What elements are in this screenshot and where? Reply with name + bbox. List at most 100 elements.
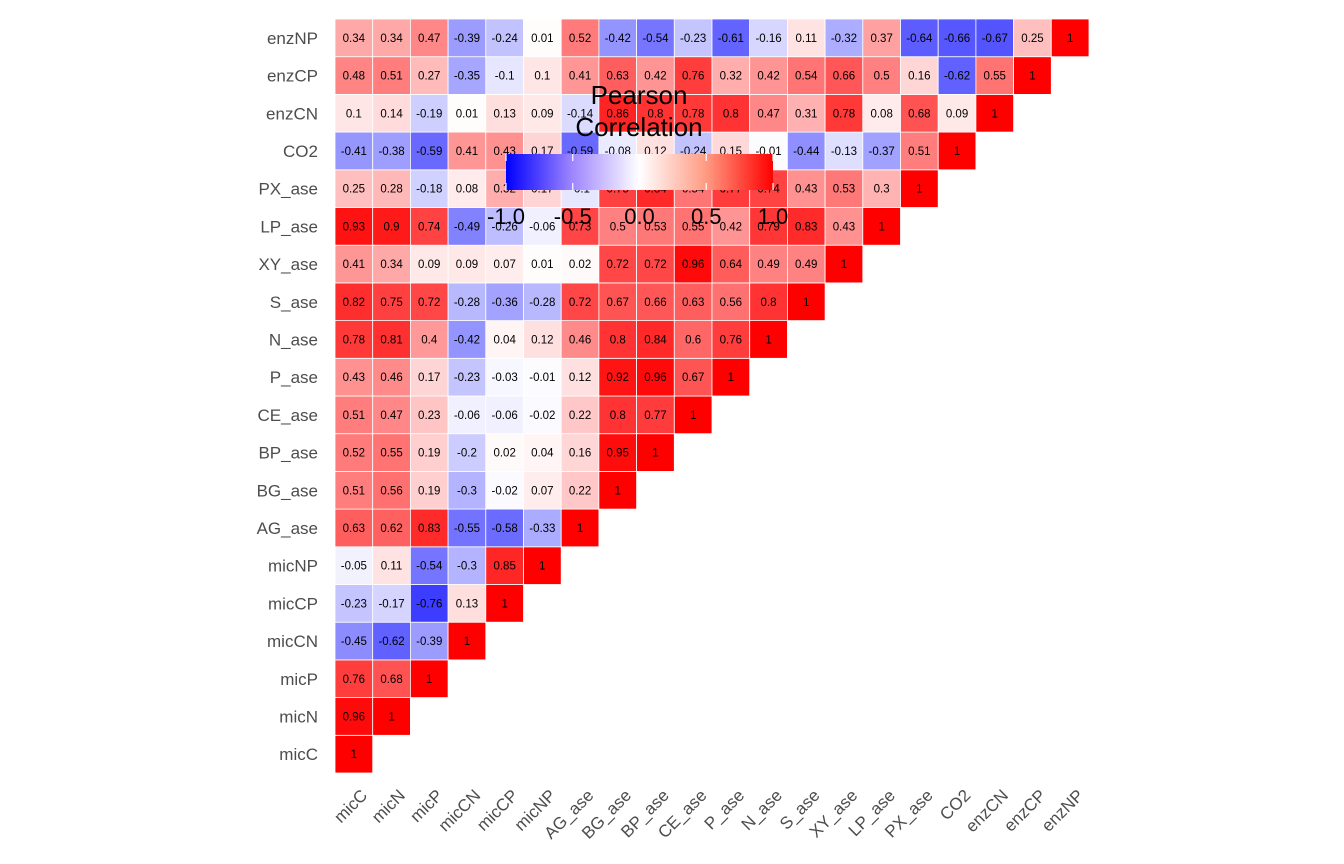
y-tick-label: CE_ase: [258, 406, 318, 425]
cell-value-label: -0.23: [680, 33, 706, 45]
heatmap-cell-N_ase-BP_ase: [636, 320, 675, 359]
heatmap-cell-XY_ase-S_ase: [787, 244, 826, 284]
heatmap-cell-BG_ase-BG_ase: [598, 470, 638, 510]
heatmap-cell-enzNP-micP: [409, 18, 449, 58]
heatmap-cell-enzCP-micNP: [523, 56, 562, 95]
cell-value-label: 0.47: [757, 108, 779, 120]
cell-value-label: 0.34: [343, 33, 366, 45]
cell-value-label: -0.16: [755, 33, 781, 45]
heatmap-cell-CO2-PX_ase: [900, 131, 939, 171]
cell-value-label: -0.02: [529, 410, 555, 422]
cell-value-label: 0.41: [456, 146, 478, 158]
heatmap-cell-BG_ase-AG_ase: [560, 470, 600, 510]
heatmap-cell-enzNP-PX_ase: [900, 18, 939, 58]
heatmap-cell-S_ase-AG_ase: [560, 282, 600, 321]
heatmap-cell-LP_ase-micCP: [485, 207, 524, 246]
cell-value-label: -0.06: [529, 221, 555, 233]
heatmap-cell-AG_ase-micCN: [447, 508, 487, 548]
heatmap-cell-CE_ase-micP: [409, 395, 449, 435]
cell-value-label: -0.38: [378, 146, 404, 158]
cell-value-label: -0.62: [378, 636, 404, 648]
cell-value-label: 1: [351, 749, 357, 761]
cell-value-label: 0.08: [870, 108, 892, 120]
cell-value-label: -0.2: [457, 448, 477, 460]
cell-value-label: 0.28: [380, 184, 402, 196]
cell-value-label: 0.11: [795, 33, 817, 45]
cell-value-label: 0.67: [682, 372, 704, 384]
heatmap-cell-CE_ase-micCP: [485, 395, 524, 435]
cell-value-label: 0.62: [380, 523, 402, 535]
cell-value-label: 0.19: [418, 485, 440, 497]
cell-value-label: -0.18: [416, 184, 442, 196]
cell-value-label: 0.67: [607, 297, 629, 309]
cell-value-label: 0.79: [757, 221, 779, 233]
cell-value-label: 0.76: [720, 334, 742, 346]
cell-value-label: 0.41: [343, 259, 365, 271]
heatmap-cell-enzCP-enzCP: [1013, 56, 1052, 95]
heatmap-cell-enzCN-BG_ase: [598, 94, 638, 133]
heatmap-cell-CO2-XY_ase: [824, 131, 864, 171]
cell-value-label: 0.4: [421, 334, 438, 346]
heatmap-cell-enzCN-XY_ase: [824, 94, 864, 133]
heatmap-cell-P_ase-micCN: [447, 357, 487, 397]
heatmap-cell-BG_ase-micNP: [523, 470, 562, 510]
cell-value-label: 0.78: [343, 334, 365, 346]
heatmap-cell-S_ase-BP_ase: [636, 282, 675, 321]
legend-tick-label: 0.5: [691, 204, 722, 229]
cell-value-label: 0.68: [908, 108, 930, 120]
heatmap-cell-S_ase-S_ase: [787, 282, 826, 321]
cell-value-label: -0.37: [869, 146, 895, 158]
heatmap-cell-XY_ase-micP: [409, 244, 449, 284]
cell-value-label: -0.67: [982, 33, 1008, 45]
cell-value-label: 0.64: [720, 259, 743, 271]
cell-value-label: 0.72: [569, 297, 591, 309]
cell-value-label: -0.42: [454, 334, 480, 346]
y-tick-label: BG_ase: [257, 481, 318, 500]
cell-value-label: -0.23: [454, 372, 480, 384]
y-tick-label: micNP: [268, 557, 318, 576]
cell-value-label: 0.49: [795, 259, 817, 271]
heatmap-cell-enzCN-micNP: [523, 94, 562, 133]
cell-value-label: 0.31: [795, 108, 817, 120]
heatmap-cell-XY_ase-AG_ase: [560, 244, 600, 284]
cell-value-label: -0.24: [492, 33, 519, 45]
cell-value-label: 0.51: [343, 485, 365, 497]
cell-value-label: 0.07: [493, 259, 515, 271]
heatmap-cell-micNP-micC: [334, 546, 374, 585]
cell-value-label: 1: [652, 448, 658, 460]
cell-value-label: 0.09: [456, 259, 478, 271]
cell-value-label: 0.1: [346, 108, 362, 120]
heatmap-cell-LP_ase-N_ase: [749, 207, 788, 246]
heatmap-cell-LP_ase-CE_ase: [673, 207, 713, 246]
heatmap-cell-enzNP-LP_ase: [862, 18, 901, 58]
cell-value-label: -0.54: [416, 561, 443, 573]
heatmap-cell-P_ase-micN: [372, 357, 411, 397]
cell-value-label: 0.93: [343, 221, 365, 233]
heatmap-cell-CE_ase-BG_ase: [598, 395, 638, 435]
heatmap-cell-CO2-S_ase: [787, 131, 826, 171]
cell-value-label: 0.8: [610, 334, 626, 346]
heatmap-cell-CO2-micP: [409, 131, 449, 171]
cell-value-label: 1: [916, 184, 922, 196]
cell-value-label: 0.72: [644, 259, 666, 271]
heatmap-cell-enzCN-LP_ase: [862, 94, 901, 133]
cell-value-label: 0.78: [833, 108, 855, 120]
heatmap-cell-AG_ase-AG_ase: [560, 508, 600, 548]
cell-value-label: -0.49: [454, 221, 480, 233]
x-tick-label: enzCN: [962, 786, 1012, 836]
x-tick-label: micN: [368, 786, 409, 827]
x-tick-label: P_ase: [701, 786, 749, 834]
heatmap-cell-micNP-micCP: [485, 546, 524, 585]
cell-value-label: 0.76: [343, 674, 365, 686]
cell-value-label: 0.56: [380, 485, 402, 497]
heatmap-cell-enzCN-S_ase: [787, 94, 826, 133]
cell-value-label: 0.72: [607, 259, 629, 271]
cell-value-label: 0.53: [644, 221, 666, 233]
y-tick-label: S_ase: [270, 293, 318, 312]
heatmap-cell-XY_ase-micC: [334, 244, 374, 284]
heatmap-cell-N_ase-micN: [372, 320, 411, 359]
heatmap-cell-S_ase-micCP: [485, 282, 524, 321]
cell-value-label: 1: [464, 636, 470, 648]
heatmap-cell-LP_ase-P_ase: [711, 207, 751, 246]
